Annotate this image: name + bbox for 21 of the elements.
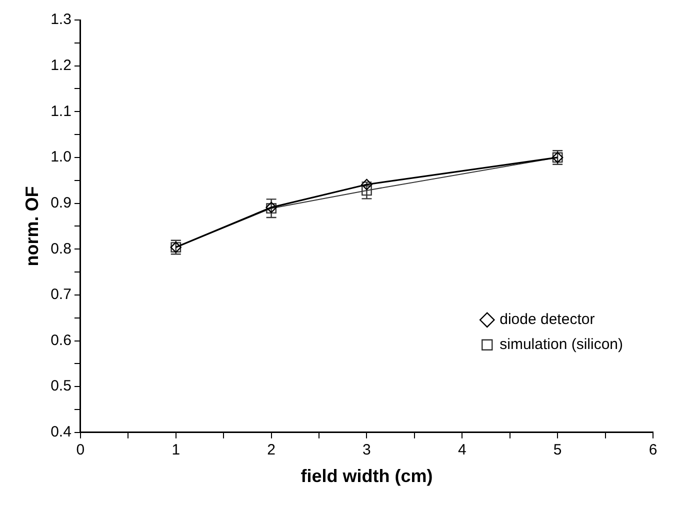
y-tick-label: 0.6 [50,332,72,349]
y-tick-label: 0.8 [50,240,72,258]
y-tick-label: 0.7 [50,286,72,304]
x-axis-title: field width (cm) [300,466,433,486]
x-tick-label: 1 [172,442,180,459]
x-tick-label: 6 [648,442,658,459]
x-tick-label: 5 [553,442,562,459]
y-tick-label: 0.5 [50,378,72,395]
legend-label: diode detector [500,311,595,328]
y-axis-title: norm. OF [22,186,42,266]
y-tick-label: 1.2 [50,56,72,74]
y-tick-label: 1.0 [50,148,72,166]
y-tick-label: 0.9 [50,194,72,212]
legend-label: simulation (silicon) [500,336,624,354]
y-tick-label: 1.3 [50,11,72,28]
x-tick-label: 2 [267,442,276,459]
y-tick-label: 0.4 [50,424,72,441]
x-tick-label: 3 [362,442,371,459]
y-tick-label: 1.1 [50,102,72,120]
x-tick-label: 4 [458,442,466,459]
x-tick-label: 0 [76,442,85,459]
